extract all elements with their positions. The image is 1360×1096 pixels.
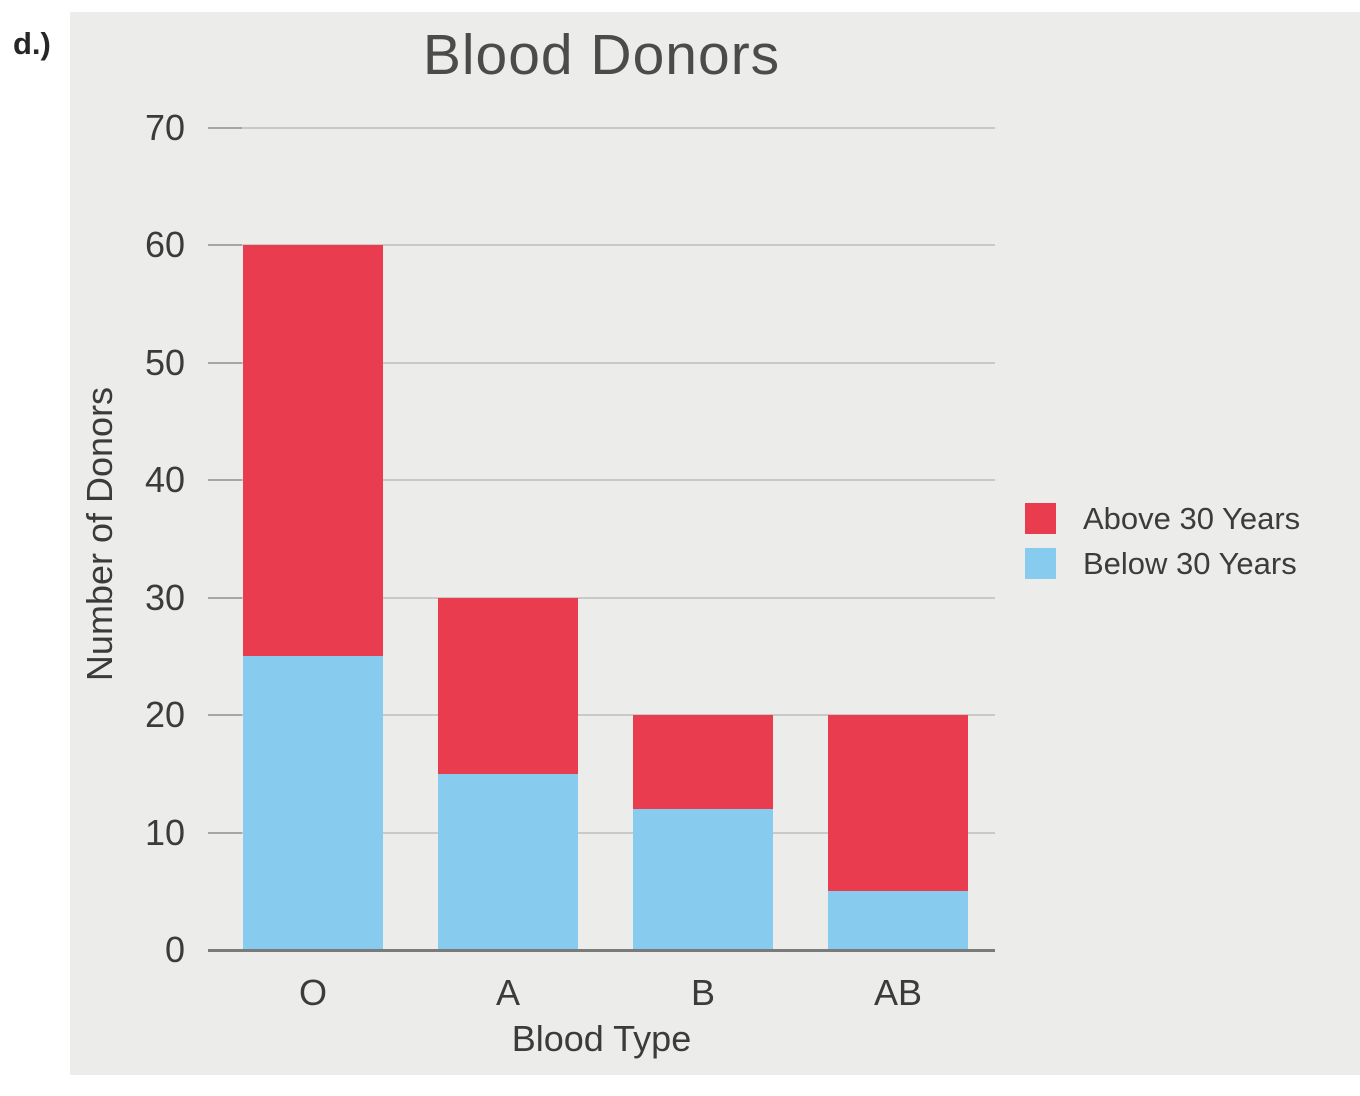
bar-segment-O-below-30-years [243, 656, 383, 950]
bar-segment-O-above-30-years [243, 245, 383, 657]
bar-segment-B-below-30-years [633, 809, 773, 950]
y-tick-50 [208, 361, 242, 364]
x-tick-label-O: O [298, 972, 327, 1013]
y-tick-70 [208, 126, 242, 129]
chart-title: Blood Donors [422, 23, 781, 87]
y-tick-30 [208, 596, 242, 599]
y-tick-label-10: 10 [144, 811, 185, 853]
y-tick-label-70: 70 [144, 106, 185, 148]
y-axis-title-text: Number of Donors [79, 386, 120, 682]
legend-row-above-30: Above 30 Years [1025, 500, 1301, 536]
y-tick-label-0: 0 [164, 929, 185, 970]
legend-label-above-30: Above 30 Years [1083, 500, 1301, 536]
x-tick-label-B: B [690, 972, 715, 1013]
legend-swatch-below-30 [1025, 548, 1056, 579]
y-tick-label-60: 60 [144, 224, 185, 265]
y-tick-label-30: 30 [144, 576, 185, 618]
y-tick-20 [208, 714, 242, 716]
y-tick-label-50: 50 [144, 341, 185, 383]
gridline-40 [208, 479, 995, 481]
y-tick-label-20: 20 [144, 694, 185, 735]
gridline-30 [208, 596, 995, 599]
chart-panel: Blood Donors Number of Donors Blood Type… [70, 12, 1360, 1075]
y-tick-label-40: 40 [144, 459, 185, 500]
gridline-60 [208, 244, 995, 246]
x-tick-label-AB: AB [873, 972, 923, 1013]
y-tick-10 [208, 831, 242, 834]
legend-swatch-above-30 [1025, 503, 1056, 534]
gridline-20 [208, 714, 995, 716]
figure-item-label: d.) [13, 26, 51, 61]
legend-label-below-30: Below 30 Years [1083, 545, 1297, 581]
x-axis-line [208, 949, 995, 952]
bar-segment-AB-above-30-years [828, 715, 968, 892]
bar-segment-B-above-30-years [633, 715, 773, 809]
gridline-50 [208, 361, 995, 364]
bar-segment-AB-below-30-years [828, 891, 968, 950]
y-tick-60 [208, 244, 242, 246]
legend: Above 30 Years Below 30 Years [1025, 500, 1301, 593]
x-axis-title: Blood Type [511, 1018, 692, 1059]
gridline-10 [208, 831, 995, 834]
gridline-70 [208, 126, 995, 129]
x-tick-label-A: A [495, 972, 520, 1013]
bar-segment-A-below-30-years [438, 773, 578, 950]
legend-row-below-30: Below 30 Years [1025, 545, 1300, 581]
bar-segment-A-above-30-years [438, 597, 578, 774]
y-tick-40 [208, 479, 242, 481]
